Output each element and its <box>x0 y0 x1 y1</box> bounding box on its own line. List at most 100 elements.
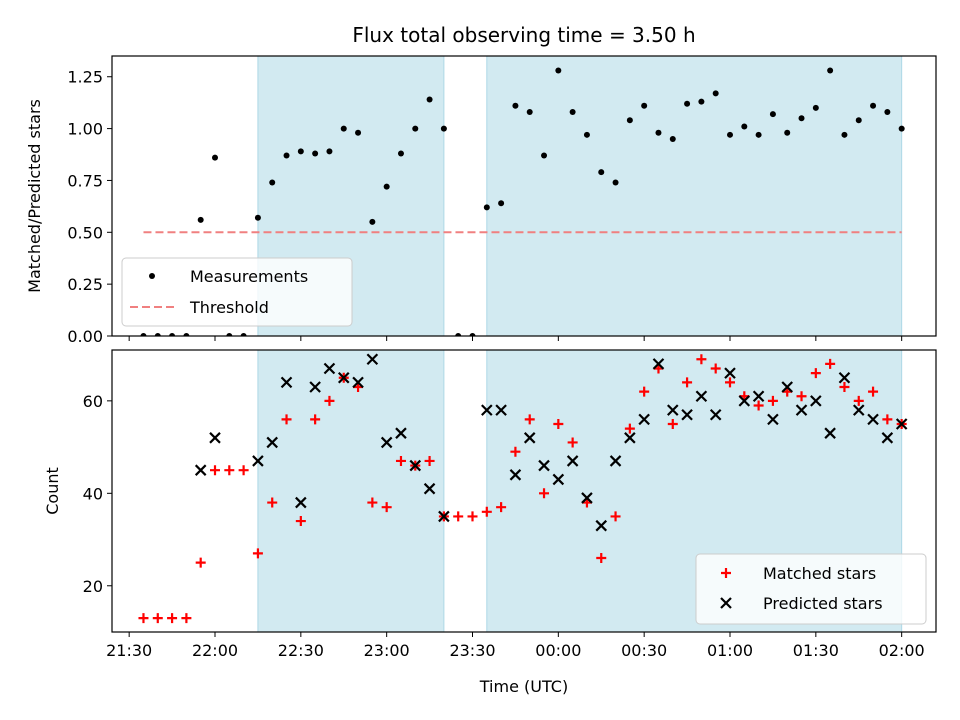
y-axis-label: Count <box>43 467 62 515</box>
measurement-point <box>755 131 762 138</box>
predicted-point <box>781 381 793 393</box>
measurement-point <box>555 67 562 74</box>
measurement-point <box>784 129 791 136</box>
measurement-point <box>841 131 848 138</box>
matched-point <box>868 386 879 397</box>
matched-point <box>639 386 650 397</box>
x-tick-label: 23:30 <box>449 641 495 660</box>
predicted-point <box>409 459 422 472</box>
measurement-point <box>626 117 633 124</box>
matched-point <box>796 391 807 402</box>
measurement-point <box>226 333 233 336</box>
measurement-point <box>812 104 819 111</box>
measurement-point <box>455 333 462 336</box>
predicted-point <box>595 519 608 532</box>
matched-point <box>567 437 578 448</box>
x-tick-label: 23:00 <box>364 641 410 660</box>
matched-point <box>281 414 292 425</box>
predicted-point <box>867 413 879 426</box>
measurement-point <box>412 125 419 132</box>
measurement-point <box>483 204 490 211</box>
predicted-point <box>810 395 822 407</box>
y-tick-label: 0.75 <box>67 171 103 190</box>
measurement-point <box>340 125 347 132</box>
measurement-point <box>741 123 748 130</box>
legend-label-predicted: Predicted stars <box>763 594 883 613</box>
matched-point <box>510 446 521 457</box>
matched-point <box>210 465 220 476</box>
predicted-point <box>824 427 836 439</box>
measurement-point <box>440 125 447 132</box>
matched-point <box>167 613 178 624</box>
matched-point <box>553 418 564 429</box>
matched-point <box>267 497 278 508</box>
matched-point <box>539 488 550 499</box>
y-tick-label: 1.00 <box>67 120 103 139</box>
predicted-point <box>566 455 579 467</box>
matched-point <box>696 354 707 365</box>
chart-title: Flux total observing time = 3.50 h <box>352 23 695 47</box>
predicted-point <box>638 413 650 426</box>
legend: Measurements Threshold <box>121 257 353 327</box>
x-tick-label: 01:00 <box>707 641 753 660</box>
legend-box <box>695 553 927 625</box>
predicted-point <box>481 404 493 416</box>
measurement-point <box>898 125 905 132</box>
x-tick-label: 21:30 <box>106 641 152 660</box>
measurement-point <box>297 148 304 155</box>
matched-point <box>152 613 163 624</box>
measurement-point <box>269 179 276 186</box>
predicted-point <box>852 404 865 416</box>
predicted-point <box>280 376 293 389</box>
predicted-point <box>624 432 636 444</box>
measurement-point <box>254 214 261 221</box>
y-tick-label: 0.50 <box>67 223 103 242</box>
predicted-point <box>738 395 751 407</box>
x-axis-label: Time (UTC) <box>479 677 568 696</box>
measurement-point <box>283 152 290 159</box>
matched-point <box>195 557 206 568</box>
predicted-point <box>309 381 321 393</box>
measurement-point <box>369 218 376 225</box>
predicted-point <box>709 408 722 421</box>
predicted-point <box>380 436 393 449</box>
axes-frame <box>111 349 937 633</box>
predicted-point <box>266 436 278 449</box>
matched-point <box>624 423 635 434</box>
measurement-point <box>712 90 719 97</box>
predicted-point <box>395 427 407 439</box>
measurement-point <box>140 333 147 336</box>
matched-point <box>324 395 335 406</box>
legend-label-matched: Matched stars <box>763 564 876 583</box>
predicted-point <box>209 432 221 444</box>
measurement-point <box>312 150 319 157</box>
y-axis-label: Matched/Predicted stars <box>25 99 44 293</box>
measurement-point <box>526 109 533 115</box>
predicted-point <box>495 404 507 416</box>
measurement-point <box>326 148 333 155</box>
measurement-point <box>569 109 576 115</box>
predicted-point <box>352 376 364 389</box>
y-tick-label: 0.25 <box>67 275 103 294</box>
measurement-point <box>583 131 590 138</box>
matched-point <box>710 363 721 374</box>
measurement-point <box>727 131 733 138</box>
measurement-point <box>641 102 648 109</box>
y-tick-label: 60 <box>83 392 103 411</box>
matched-point <box>310 414 321 425</box>
x-tick-label: 22:00 <box>192 641 238 660</box>
measurement-point <box>655 129 662 136</box>
matched-point <box>224 465 235 476</box>
matched-point <box>596 553 607 564</box>
predicted-point <box>695 390 708 403</box>
measurement-point <box>598 169 605 176</box>
matched-point <box>295 516 306 527</box>
predicted-point <box>509 469 522 481</box>
measurement-point <box>498 200 505 207</box>
series-measurements <box>140 67 905 336</box>
y-tick-label: 1.25 <box>67 68 103 87</box>
measurement-point <box>383 183 390 190</box>
predicted-point <box>523 432 536 444</box>
axes-frame <box>111 55 937 337</box>
predicted-point <box>724 367 736 379</box>
